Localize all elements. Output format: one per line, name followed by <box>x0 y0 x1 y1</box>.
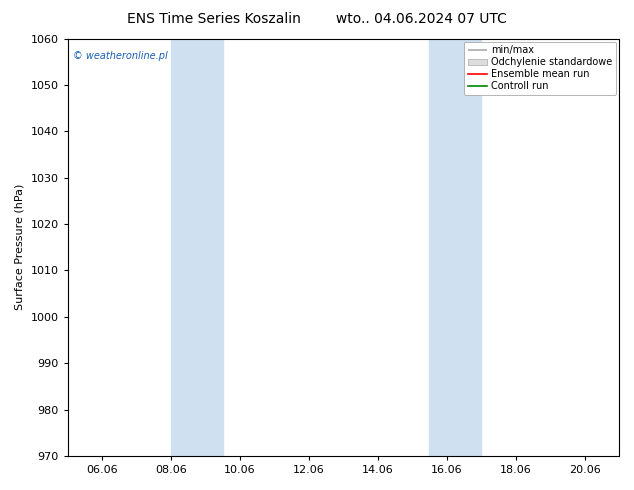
Text: ENS Time Series Koszalin        wto.. 04.06.2024 07 UTC: ENS Time Series Koszalin wto.. 04.06.202… <box>127 12 507 26</box>
Y-axis label: Surface Pressure (hPa): Surface Pressure (hPa) <box>15 184 25 311</box>
Legend: min/max, Odchylenie standardowe, Ensemble mean run, Controll run: min/max, Odchylenie standardowe, Ensembl… <box>463 42 616 95</box>
Text: © weatheronline.pl: © weatheronline.pl <box>73 51 168 61</box>
Bar <box>171 39 223 456</box>
Bar <box>429 39 481 456</box>
